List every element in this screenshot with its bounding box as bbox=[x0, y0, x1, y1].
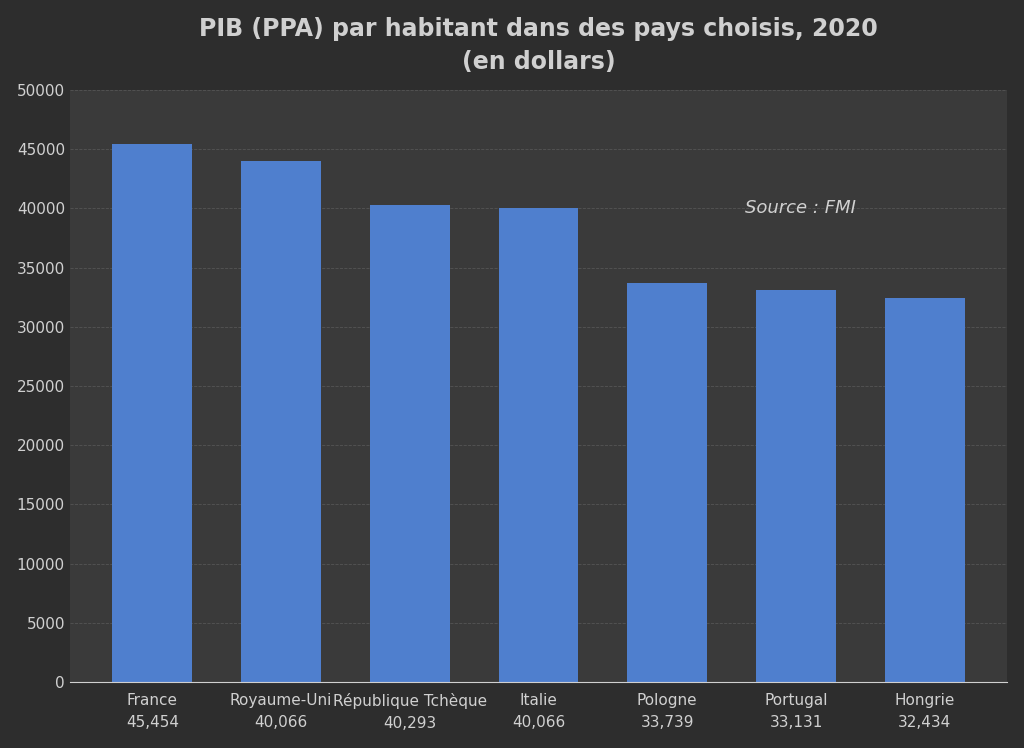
Bar bbox=[628, 283, 708, 682]
Bar bbox=[885, 298, 965, 682]
Bar bbox=[113, 144, 193, 682]
Bar bbox=[241, 161, 321, 682]
Text: Source : FMI: Source : FMI bbox=[744, 200, 856, 218]
Title: PIB (PPA) par habitant dans des pays choisis, 2020
(en dollars): PIB (PPA) par habitant dans des pays cho… bbox=[200, 16, 878, 74]
Bar bbox=[756, 289, 836, 682]
Bar bbox=[370, 205, 450, 682]
Bar bbox=[499, 208, 579, 682]
